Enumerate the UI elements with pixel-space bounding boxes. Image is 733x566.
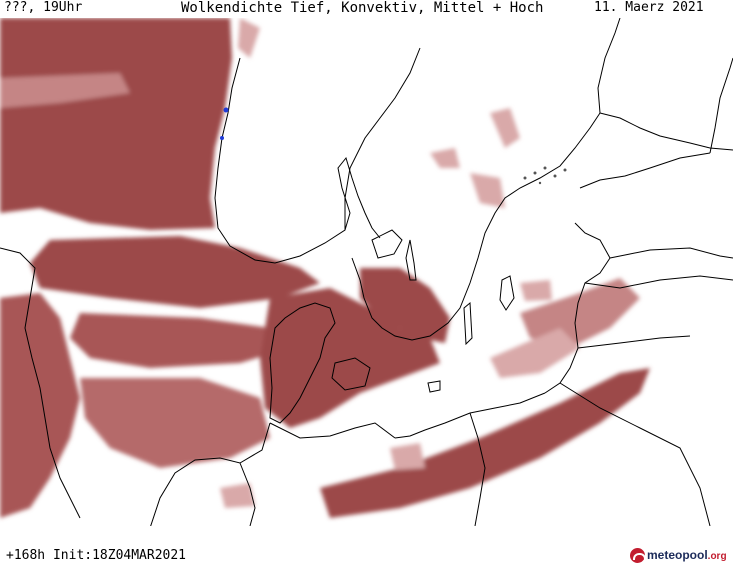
island-oland — [463, 301, 473, 346]
border-poland-east — [577, 335, 691, 349]
cloud-area-northwest-light — [0, 73, 130, 108]
coastline-layer — [0, 18, 733, 526]
header-bar: ???, 19Uhr Wolkendichte Tief, Konvektiv,… — [0, 0, 733, 18]
cloud-area-north-light — [238, 18, 260, 58]
cloud-area-small-4 — [520, 280, 552, 301]
cloud-area-small-5 — [220, 483, 255, 508]
map-title: Wolkendichte Tief, Konvektiv, Mittel + H… — [181, 0, 544, 16]
lake-vattern — [405, 239, 417, 281]
cloud-area-baltic-light — [490, 328, 580, 378]
cloud-density-map — [0, 18, 733, 526]
cloud-area-small-6 — [390, 443, 425, 470]
station-marker — [223, 107, 229, 113]
time-label: ???, 19Uhr — [4, 0, 83, 15]
coastline-danish-island — [331, 357, 371, 391]
coastline-finland — [599, 112, 733, 151]
coastline-germany — [269, 422, 396, 439]
meteopool-logo-text: meteopool.org — [647, 548, 727, 562]
cloud-area-northwest — [0, 18, 232, 230]
border-germany-poland — [469, 412, 486, 526]
coastline-netherlands — [150, 422, 271, 526]
date-label: 11. Maerz 2021 — [594, 0, 704, 15]
coastal-detail-layer — [220, 107, 567, 185]
meteopool-logo-icon — [630, 548, 646, 563]
border-norway-sweden — [344, 47, 421, 230]
cloud-area-sweden-south — [360, 268, 450, 343]
border-germany-netherlands — [239, 462, 256, 526]
cloud-area-north-sea-south — [80, 378, 270, 468]
border-poland-south — [559, 382, 711, 526]
border-lithuania — [584, 275, 733, 289]
cloud-area-denmark — [260, 288, 440, 428]
coastline-baltic-states — [544, 222, 611, 394]
border-sweden-finland — [597, 18, 621, 114]
cloud-area-small-3 — [470, 173, 505, 208]
coastline-poland — [394, 392, 546, 439]
cloud-area-britain — [0, 293, 80, 518]
coastline-norway — [214, 57, 381, 264]
cloud-area-east — [520, 278, 640, 348]
station-marker — [220, 136, 224, 140]
footer-bar: +168h Init:18Z04MAR2021 — [0, 526, 733, 566]
border-finland-russia — [709, 57, 733, 154]
cloud-band-southeast — [320, 368, 650, 518]
coastline-britain — [0, 247, 81, 519]
cloud-area-small-2 — [430, 148, 460, 168]
init-label: +168h Init:18Z04MAR2021 — [6, 548, 187, 563]
border-baltics — [609, 247, 733, 259]
island-bornholm — [427, 380, 441, 393]
lake-vanern — [371, 229, 403, 259]
coastline-sweden — [351, 112, 601, 341]
meteopool-logo[interactable]: meteopool.org — [630, 546, 733, 566]
cloud-band-west — [30, 236, 320, 308]
coastline-denmark — [269, 302, 336, 424]
cloud-field-layer — [0, 18, 650, 518]
cloud-area-small-1 — [490, 108, 520, 148]
cloud-band-north-sea — [70, 313, 290, 368]
island-gotland — [499, 275, 515, 311]
coastline-gulf-finland — [579, 152, 711, 189]
